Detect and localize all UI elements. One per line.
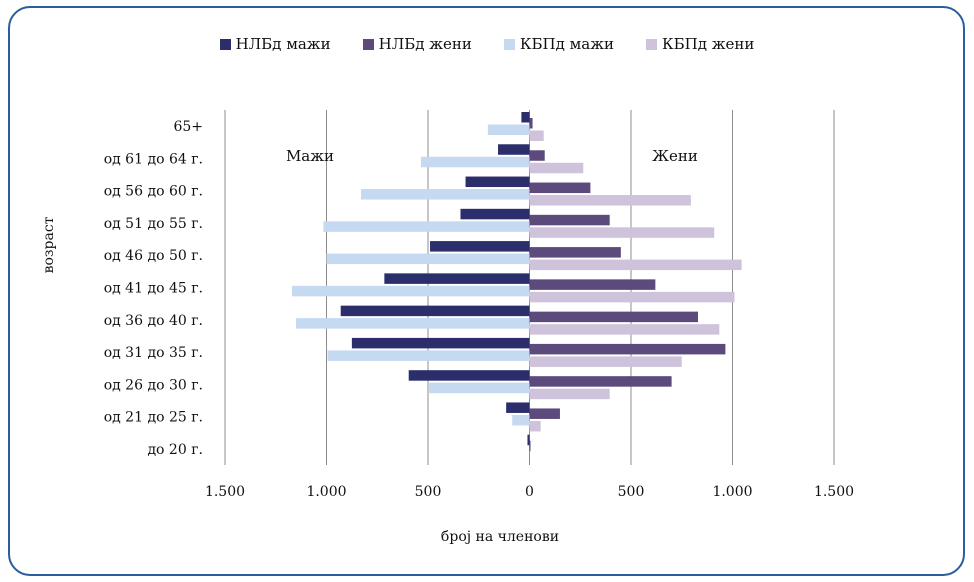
bar-nlbd-zheni xyxy=(529,343,726,355)
legend-swatch xyxy=(219,38,231,50)
x-tick-label: 500 xyxy=(618,484,645,500)
y-tick-label: од 36 до 40 г. xyxy=(104,313,203,329)
bar-kbpd-zheni xyxy=(529,388,610,400)
y-tick-label: од 31 до 35 г. xyxy=(104,345,203,361)
bar-kbpd-mazhi xyxy=(323,221,530,232)
y-tick-label: од 21 до 25 г. xyxy=(104,410,203,426)
bar-nlbd-mazhi xyxy=(465,176,530,188)
bar-nlbd-mazhi xyxy=(351,337,530,349)
y-tick-label: од 46 до 50 г. xyxy=(104,248,203,264)
legend-swatch xyxy=(503,38,515,50)
bar-kbpd-zheni xyxy=(529,259,742,271)
y-tick-label: од 26 до 30 г. xyxy=(104,377,203,393)
bar-nlbd-zheni xyxy=(529,440,531,452)
bar-nlbd-zheni xyxy=(529,311,698,323)
bar-kbpd-mazhi xyxy=(429,382,530,394)
bar-nlbd-mazhi xyxy=(340,305,530,317)
bar-kbpd-zheni xyxy=(529,324,720,335)
y-tick-label: од 61 до 64 г. xyxy=(104,151,203,167)
bar-kbpd-zheni xyxy=(529,420,541,432)
bar-nlbd-mazhi xyxy=(430,241,530,252)
legend-item-nlbd-zheni: НЛБд жени xyxy=(362,35,472,53)
legend-swatch xyxy=(646,38,658,50)
bar-kbpd-mazhi xyxy=(512,414,530,426)
bar-nlbd-mazhi xyxy=(527,434,530,446)
bar-kbpd-zheni xyxy=(529,356,682,367)
annotation-mazhi: Мажи xyxy=(286,147,334,165)
legend-item-kbpd-zheni: КБПд жени xyxy=(646,35,754,53)
bar-kbpd-mazhi xyxy=(420,156,530,168)
bar-nlbd-mazhi xyxy=(408,370,530,381)
bar-kbpd-zheni xyxy=(529,195,691,206)
legend-swatch xyxy=(362,38,374,50)
bar-nlbd-zheni xyxy=(529,118,533,129)
y-tick-label: 65+ xyxy=(173,119,203,135)
bar-kbpd-zheni xyxy=(529,227,715,238)
bar-nlbd-zheni xyxy=(529,408,560,419)
bar-kbpd-mazhi xyxy=(361,189,530,200)
bar-nlbd-mazhi xyxy=(521,112,530,123)
y-tick-label: од 41 до 45 г. xyxy=(104,281,203,297)
bar-nlbd-zheni xyxy=(529,214,610,226)
bar-kbpd-zheni xyxy=(529,162,584,174)
bar-kbpd-mazhi xyxy=(291,285,530,297)
bar-nlbd-mazhi xyxy=(506,402,530,413)
bar-kbpd-mazhi xyxy=(327,350,530,361)
bar-nlbd-mazhi xyxy=(460,208,530,220)
annotation-zheni: Жени xyxy=(652,147,698,165)
legend-label: НЛБд мажи xyxy=(235,35,331,53)
legend-label: КБПд жени xyxy=(662,35,755,53)
bar-nlbd-zheni xyxy=(529,279,656,290)
bar-kbpd-zheni xyxy=(529,291,735,303)
legend-label: НЛБд жени xyxy=(378,35,472,53)
y-tick-label: до 20 г. xyxy=(147,442,203,458)
x-tick-label: 1.000 xyxy=(306,484,346,500)
legend-label: КБПд мажи xyxy=(519,35,615,53)
x-axis-label: број на членови xyxy=(441,529,559,545)
bar-nlbd-zheni xyxy=(529,247,621,258)
bar-kbpd-mazhi xyxy=(296,318,530,329)
x-tick-label: 1.500 xyxy=(205,484,245,500)
legend-item-nlbd-mazhi: НЛБд мажи xyxy=(219,35,331,53)
bar-nlbd-mazhi xyxy=(498,144,530,155)
y-tick-label: од 56 до 60 г. xyxy=(104,184,203,200)
y-axis-label: возраст xyxy=(41,216,57,273)
x-tick-label: 1.500 xyxy=(814,484,854,500)
bar-nlbd-mazhi xyxy=(384,273,530,284)
bar-kbpd-zheni xyxy=(529,130,544,141)
bar-nlbd-zheni xyxy=(529,182,591,194)
legend-item-kbpd-mazhi: КБПд мажи xyxy=(503,35,615,53)
bar-nlbd-zheni xyxy=(529,376,672,387)
bar-kbpd-mazhi xyxy=(487,124,530,135)
legend: НЛБд мажи НЛБд жени КБПд мажи КБПд жени xyxy=(0,35,974,53)
bar-kbpd-mazhi xyxy=(326,253,530,265)
bar-nlbd-zheni xyxy=(529,150,545,161)
x-tick-label: 0 xyxy=(525,484,534,500)
x-tick-label: 1.000 xyxy=(712,484,752,500)
x-tick-label: 500 xyxy=(415,484,442,500)
y-tick-label: од 51 до 55 г. xyxy=(104,216,203,232)
